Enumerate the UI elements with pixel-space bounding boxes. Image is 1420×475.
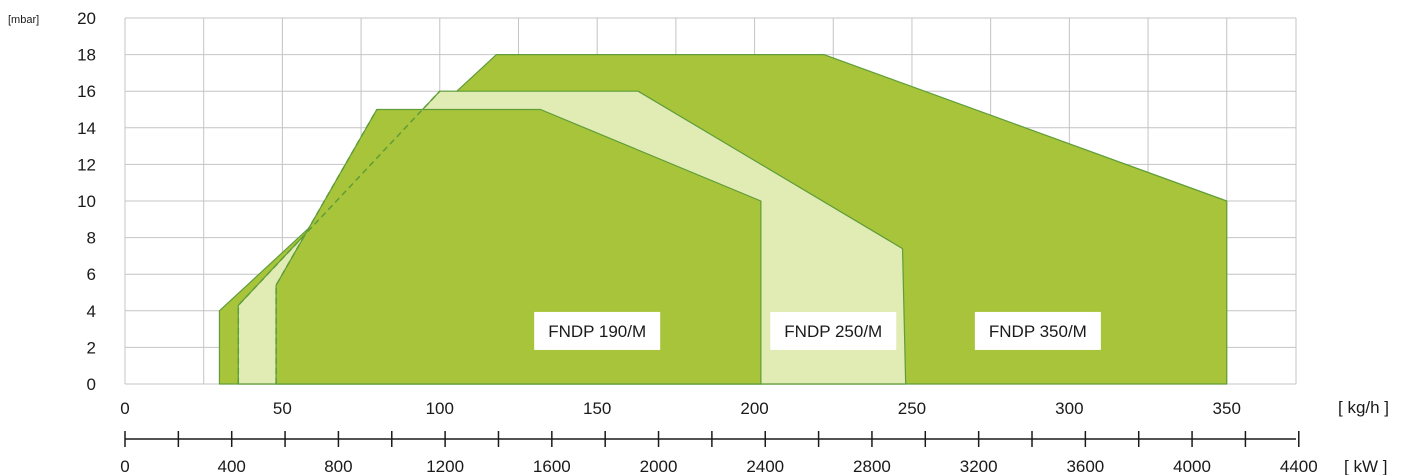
x-tick-label: 50	[273, 399, 292, 418]
y-axis-unit-label: [mbar]	[8, 14, 39, 26]
y-tick-label: 6	[87, 265, 96, 284]
series-label: FNDP 350/M	[989, 322, 1087, 341]
x-tick-label: 300	[1055, 399, 1083, 418]
x-tick-label: 0	[120, 399, 129, 418]
series-labels: FNDP 190/M FNDP 250/M FNDP 350/M	[534, 311, 1101, 350]
working-field-areas	[218, 53, 1228, 385]
kw-tick-label: 4400	[1280, 457, 1318, 475]
kw-tick-label: 1200	[426, 457, 464, 475]
y-tick-label: 10	[77, 192, 96, 211]
kw-tick-label: 3200	[960, 457, 998, 475]
x2-axis-unit-label: [ kW ]	[1344, 457, 1387, 475]
kw-tick-label: 2400	[746, 457, 784, 475]
series-label: FNDP 250/M	[784, 322, 882, 341]
y-tick-label: 0	[87, 375, 96, 394]
kw-tick-label: 4000	[1173, 457, 1211, 475]
x-axis-unit-label: [ kg/h ]	[1338, 398, 1389, 417]
x-tick-label: 150	[583, 399, 611, 418]
series-label: FNDP 190/M	[548, 322, 646, 341]
y-tick-label: 16	[77, 82, 96, 101]
kw-tick-label: 800	[324, 457, 352, 475]
y-tick-label: 12	[77, 155, 96, 174]
series-label-box	[974, 311, 1101, 350]
y-tick-label: 20	[77, 9, 96, 28]
y-tick-label: 2	[87, 338, 96, 357]
dashed-boundary-line	[275, 109, 378, 384]
series-label-box	[534, 311, 661, 350]
y-tick-label: 8	[87, 229, 96, 248]
kw-tick-label: 400	[218, 457, 246, 475]
kw-tick-label: 0	[120, 457, 129, 475]
kw-tick-label: 2000	[640, 457, 678, 475]
y-tick-label: 14	[77, 119, 96, 138]
x-tick-label: 200	[740, 399, 768, 418]
series-label-box	[770, 311, 897, 350]
kw-tick-label: 3600	[1066, 457, 1104, 475]
kw-tick-label: 2800	[853, 457, 891, 475]
kw-tick-label: 1600	[533, 457, 571, 475]
y-tick-label: 18	[77, 46, 96, 65]
y-tick-label: 4	[87, 302, 96, 321]
x-tick-label: 100	[426, 399, 454, 418]
x-tick-label: 250	[898, 399, 926, 418]
dashed-boundary-line	[237, 90, 441, 384]
dashed-boundaries	[237, 90, 441, 384]
x-tick-label: 350	[1213, 399, 1241, 418]
